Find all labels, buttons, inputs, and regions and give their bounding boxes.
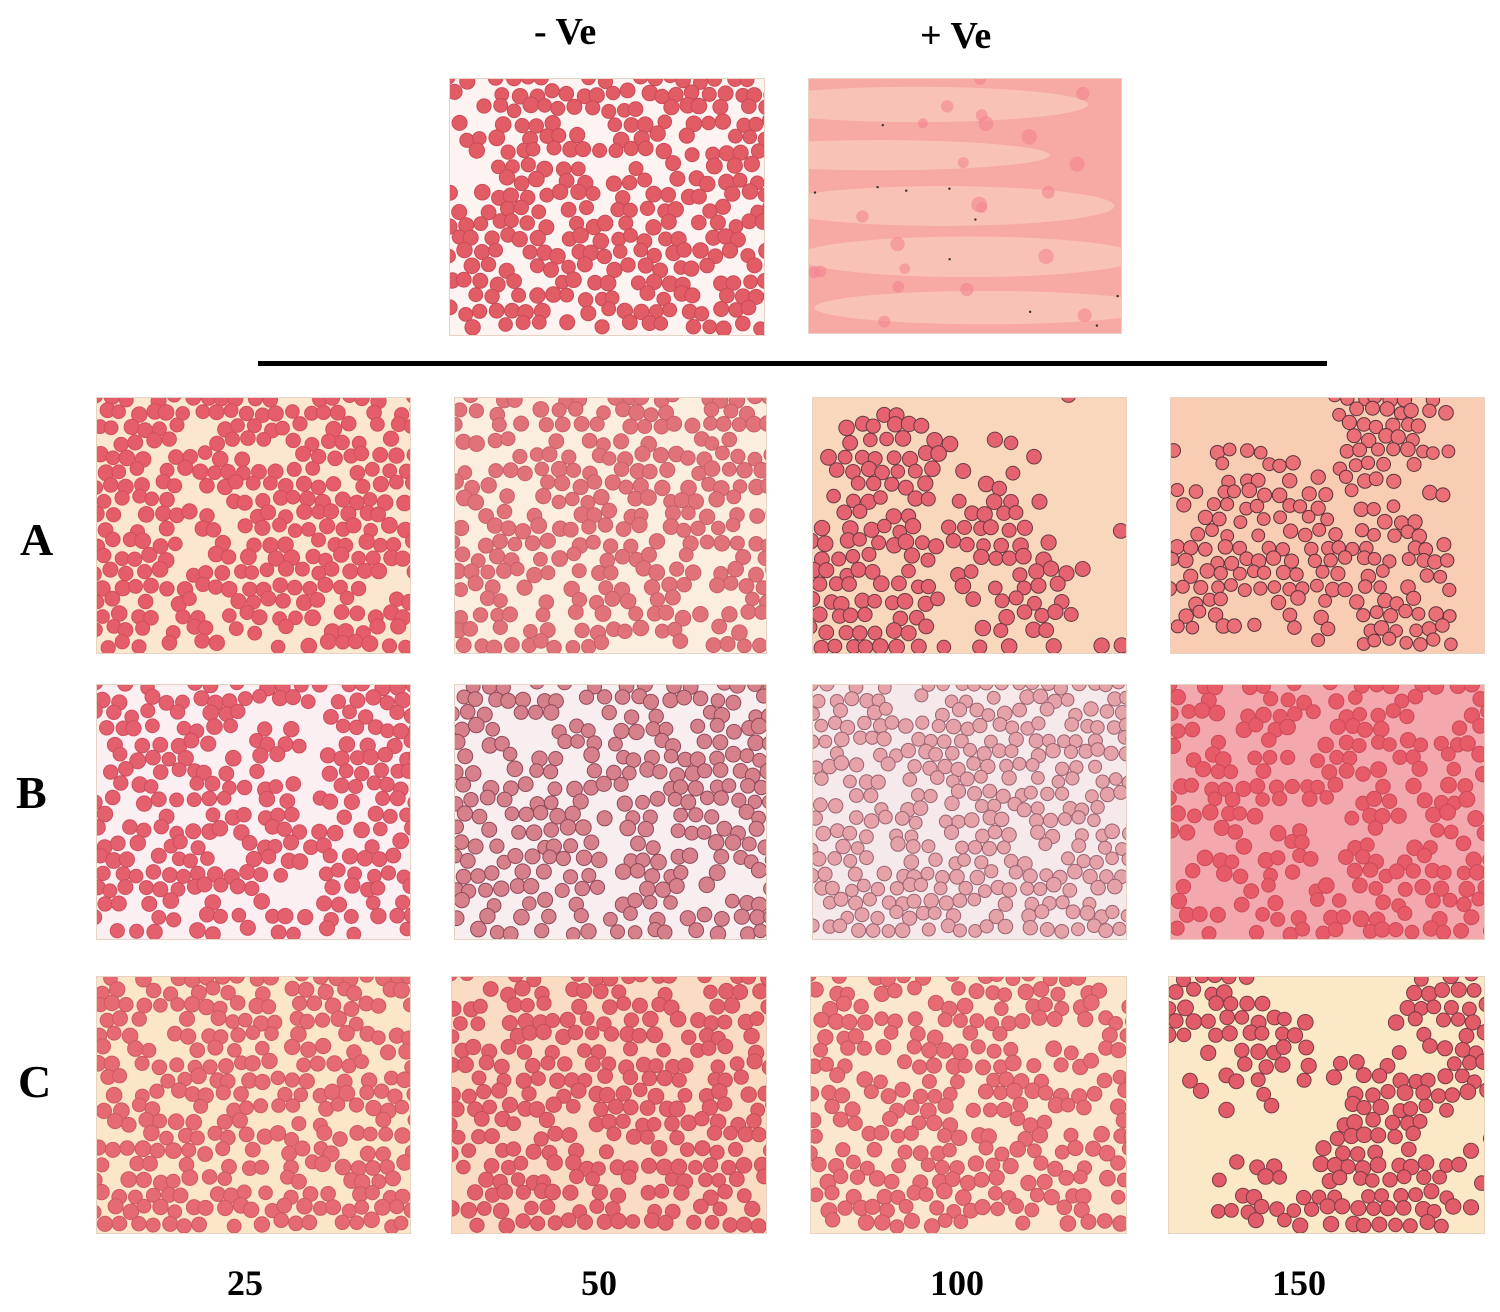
column-label-100: 100 <box>930 1263 984 1303</box>
negative-control-label: - Ve <box>534 11 597 53</box>
row-label-b: B <box>16 767 47 818</box>
column-label-150: 150 <box>1272 1263 1326 1303</box>
micrograph-a-25 <box>96 397 411 654</box>
micrograph-a-150 <box>1170 397 1485 654</box>
micrograph-b-50 <box>454 684 767 940</box>
divider-line <box>258 361 1327 366</box>
micrograph-c-25 <box>96 976 411 1234</box>
positive-control-micrograph <box>808 78 1122 334</box>
micrograph-c-50 <box>451 976 767 1234</box>
micrograph-b-25 <box>96 684 411 940</box>
negative-control-micrograph <box>449 78 765 336</box>
positive-control-label: + Ve <box>920 15 992 57</box>
micrograph-b-100 <box>812 684 1127 940</box>
micrograph-c-100 <box>810 976 1127 1234</box>
micrograph-a-100 <box>812 397 1127 654</box>
micrograph-b-150 <box>1170 684 1485 940</box>
column-label-25: 25 <box>227 1263 263 1303</box>
micrograph-c-150 <box>1168 976 1485 1234</box>
row-label-a: A <box>20 514 54 565</box>
column-label-50: 50 <box>581 1263 617 1303</box>
row-label-c: C <box>18 1056 52 1107</box>
micrograph-a-50 <box>454 397 767 654</box>
